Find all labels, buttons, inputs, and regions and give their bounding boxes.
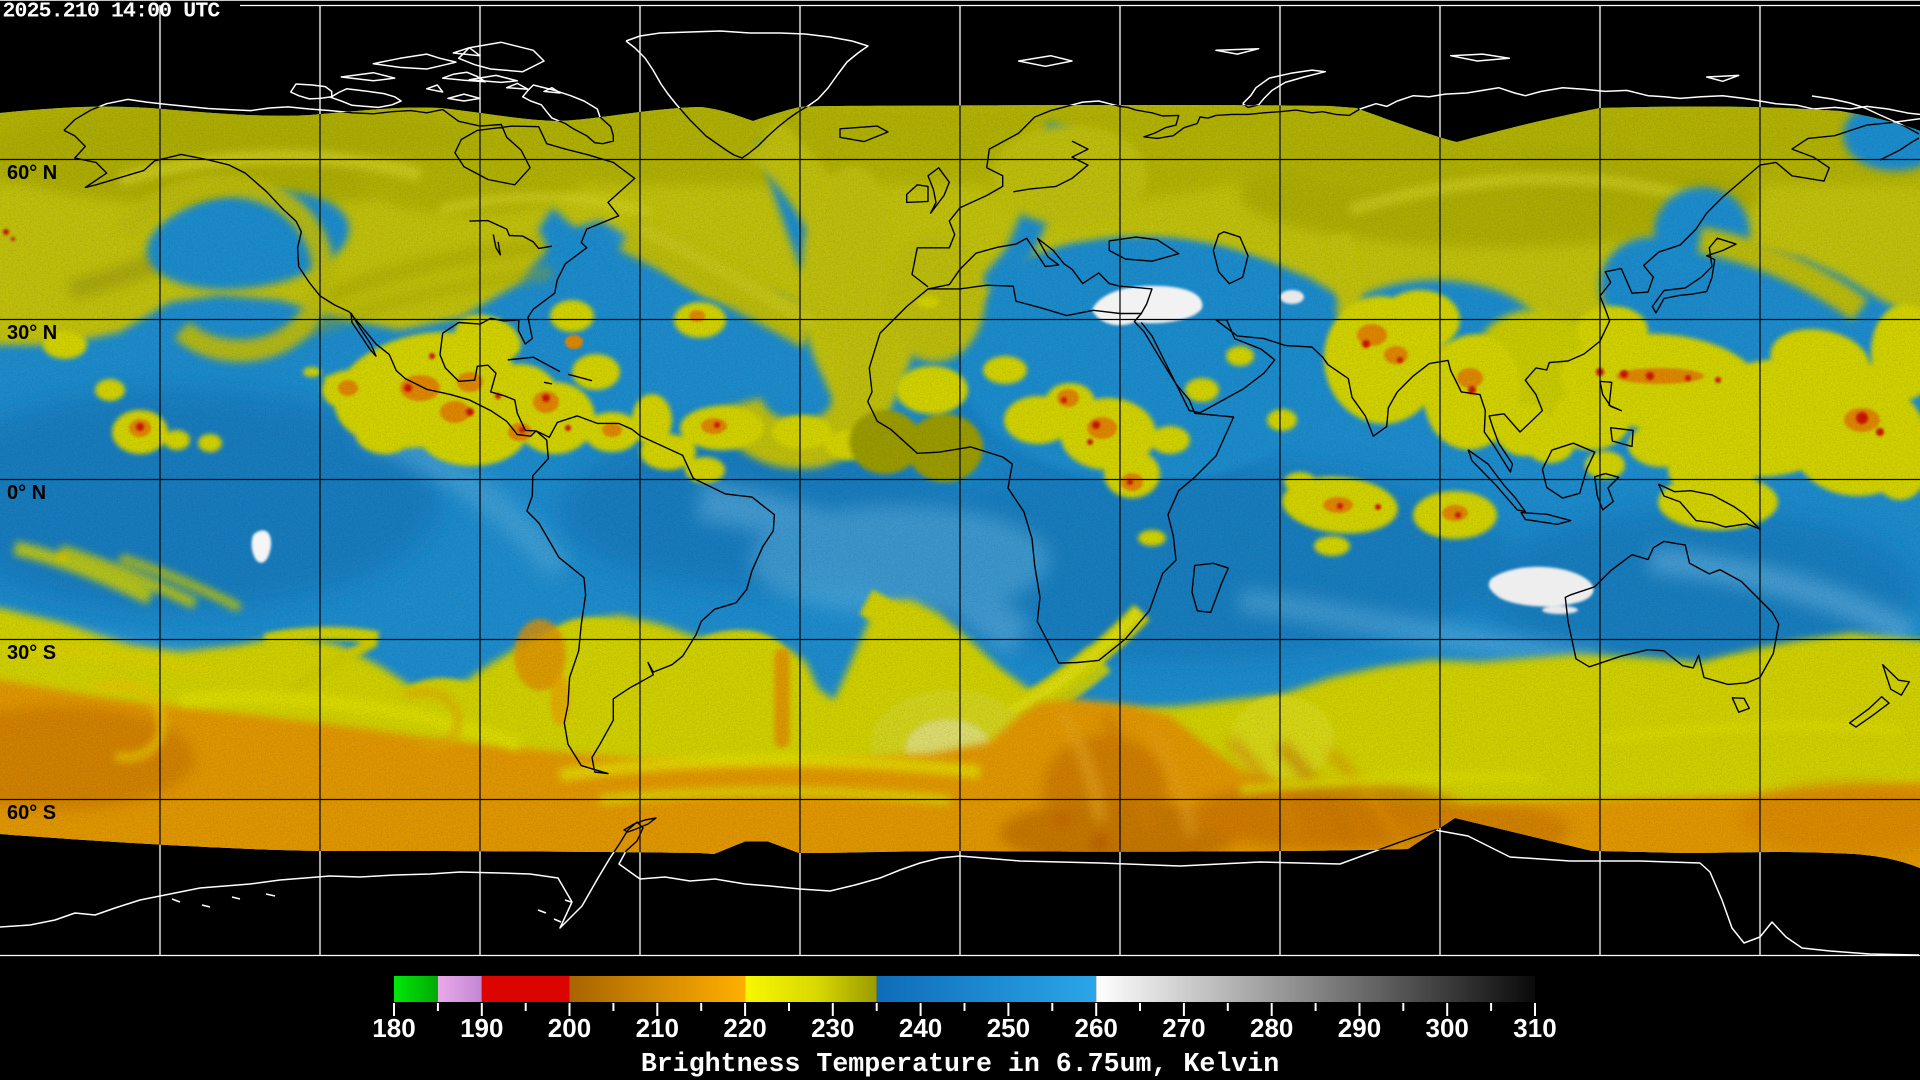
svg-text:240: 240: [899, 1013, 942, 1043]
svg-text:290: 290: [1338, 1013, 1381, 1043]
svg-text:250: 250: [987, 1013, 1030, 1043]
svg-text:2025.210 14:00 UTC: 2025.210 14:00 UTC: [3, 0, 221, 24]
svg-text:60° N: 60° N: [7, 162, 57, 184]
svg-text:30° S: 30° S: [7, 642, 56, 664]
svg-text:310: 310: [1513, 1013, 1556, 1043]
svg-text:30° N: 30° N: [7, 322, 57, 344]
svg-text:Brightness Temperature in 6.75: Brightness Temperature in 6.75um, Kelvin: [641, 1049, 1279, 1079]
svg-text:220: 220: [723, 1013, 766, 1043]
svg-text:260: 260: [1075, 1013, 1118, 1043]
svg-text:230: 230: [811, 1013, 854, 1043]
svg-text:180: 180: [372, 1013, 415, 1043]
svg-text:60° S: 60° S: [7, 802, 56, 824]
svg-text:190: 190: [460, 1013, 503, 1043]
svg-text:270: 270: [1162, 1013, 1205, 1043]
svg-text:280: 280: [1250, 1013, 1293, 1043]
svg-text:300: 300: [1426, 1013, 1469, 1043]
svg-text:210: 210: [636, 1013, 679, 1043]
svg-text:200: 200: [548, 1013, 591, 1043]
svg-text:0° N: 0° N: [7, 482, 46, 504]
